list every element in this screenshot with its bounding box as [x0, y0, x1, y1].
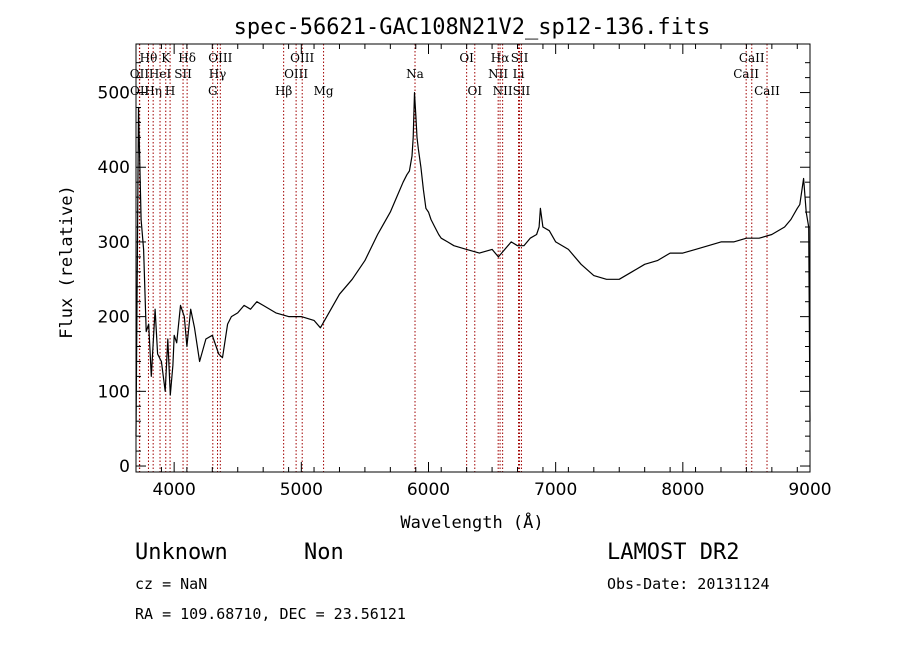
- marker-label-18: OI: [467, 84, 482, 98]
- marker-label-1: OII: [130, 84, 150, 98]
- marker-label-23: SII: [511, 51, 529, 65]
- marker-label-27: CaII: [754, 84, 780, 98]
- y-tick-label-3: 300: [98, 233, 130, 253]
- x-tick-label-4: 8000: [661, 480, 704, 500]
- spectrum-line-0: [135, 91, 811, 437]
- marker-label-12: Hβ: [275, 84, 292, 98]
- marker-label-15: Mg: [314, 84, 334, 98]
- marker-label-0: OII: [130, 67, 150, 81]
- y-axis: 0 100 200 300 400 500: [98, 62, 810, 477]
- marker-label-13: OIII: [284, 67, 308, 81]
- marker-label-20: Hα: [491, 51, 510, 65]
- marker-label-5: K: [161, 51, 171, 65]
- series-group: [135, 91, 811, 437]
- marker-label-14: OIII: [290, 51, 314, 65]
- marker-label-11: OIII: [208, 51, 232, 65]
- x-tick-label-2: 6000: [407, 480, 450, 500]
- marker-label-10: Hγ: [209, 67, 227, 81]
- marker-label-7: SII: [174, 67, 192, 81]
- marker-label-19: NII: [488, 67, 508, 81]
- marker-label-16: Na: [406, 67, 424, 81]
- x-tick-label-5: 9000: [788, 480, 831, 500]
- obs-date-text: Obs-Date: 20131124: [607, 575, 770, 593]
- chart-title: spec-56621-GAC108N21V2_sp12-136.fits: [234, 15, 711, 40]
- x-axis-label: Wavelength (Å): [400, 511, 543, 533]
- marker-label-9: G: [208, 84, 218, 98]
- object-subclass: Non: [304, 540, 344, 565]
- line-markers: OII OII Hθ Hη HeI K H SII Hδ G Hγ OIII Hβ OIII OIII Mg N…: [130, 44, 780, 472]
- marker-label-8: Hδ: [178, 51, 196, 65]
- coordinates-text: RA = 109.68710, DEC = 23.56121: [135, 605, 406, 623]
- marker-label-25: CaII: [733, 67, 759, 81]
- marker-label-2: Hθ: [140, 51, 158, 65]
- marker-label-6: H: [165, 84, 175, 98]
- x-tick-label-3: 7000: [534, 480, 577, 500]
- y-tick-label-5: 500: [98, 84, 130, 104]
- redshift-text: cz = NaN: [135, 575, 207, 593]
- object-class: Unknown: [135, 540, 228, 565]
- marker-label-26: CaII: [739, 51, 765, 65]
- y-tick-label-4: 400: [98, 158, 130, 178]
- y-axis-label: Flux (relative): [57, 185, 77, 339]
- x-tick-label-0: 4000: [153, 480, 196, 500]
- marker-label-22: Li: [513, 67, 525, 81]
- y-tick-label-2: 200: [98, 308, 130, 328]
- plot-frame: [135, 43, 811, 473]
- x-axis: 4000 5000 6000 7000 8000 9000: [135, 44, 832, 500]
- marker-label-3: Hη: [144, 84, 162, 98]
- marker-label-4: HeI: [149, 67, 172, 81]
- survey-name: LAMOST DR2: [607, 540, 739, 565]
- y-tick-label-1: 100: [98, 382, 130, 402]
- y-tick-label-0: 0: [119, 457, 130, 477]
- marker-label-24: SII: [513, 84, 531, 98]
- marker-label-17: OI: [459, 51, 474, 65]
- marker-label-21: NII: [493, 84, 513, 98]
- x-tick-label-1: 5000: [280, 480, 323, 500]
